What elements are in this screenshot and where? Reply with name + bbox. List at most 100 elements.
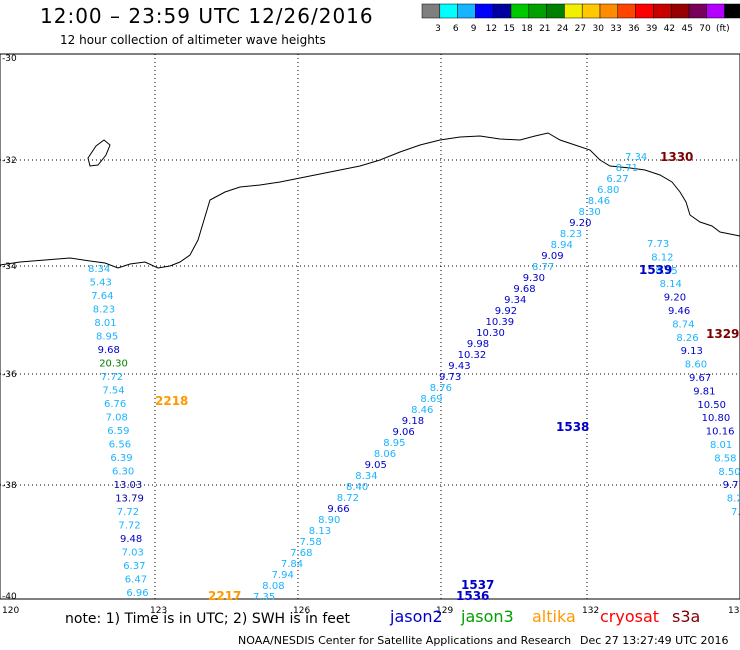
wave-height-value: 9.66: [327, 504, 349, 515]
longitude-label: 120: [2, 606, 19, 616]
wave-height-value: 8.25: [655, 266, 677, 277]
color-scale-label: 18: [521, 24, 533, 34]
longitude-label: 129: [436, 606, 453, 616]
color-scale-label: 30: [592, 24, 604, 34]
color-swatch: [439, 3, 458, 19]
wave-height-value: 8.06: [374, 449, 396, 460]
wave-height-value: 5.43: [90, 278, 112, 289]
wave-height-value: 9.68: [98, 345, 120, 356]
wave-height-value: 10.80: [702, 413, 731, 424]
wave-height-value: 8.12: [651, 252, 673, 263]
wave-height-value: 8.94: [551, 240, 573, 251]
wave-height-value: 7.03: [122, 548, 144, 559]
color-swatch: [546, 3, 565, 19]
wave-height-value: 8.34: [88, 264, 110, 275]
pass-time-label: 1539: [639, 263, 672, 277]
wave-height-value: 7.72: [118, 521, 140, 532]
color-scale-label: 36: [628, 24, 640, 34]
wave-height-value: 9.48: [120, 534, 142, 545]
wave-height-value: 6.56: [109, 440, 131, 451]
wave-height-value: 8.69: [420, 394, 442, 405]
wave-height-value: 8.71: [616, 163, 638, 174]
wave-height-value: 9.92: [495, 306, 517, 317]
wave-height-value: 8.01: [710, 440, 732, 451]
color-scale-label: 42: [664, 24, 675, 34]
pass-time-label: 1537: [461, 578, 494, 592]
wave-height-value: 8.95: [383, 438, 405, 449]
color-swatch: [617, 3, 636, 19]
longitude-label: 135: [728, 606, 740, 616]
wave-height-value: 10.39: [486, 317, 515, 328]
wave-height-value: 8.23: [560, 229, 582, 240]
color-scale-label: 15: [503, 24, 514, 34]
wave-height-value: 9.20: [664, 293, 686, 304]
wave-height-value: 6.47: [125, 575, 147, 586]
wave-height-value: 9.77: [723, 480, 740, 491]
wave-height-value: 8.46: [411, 405, 433, 416]
color-scale-label: 39: [646, 24, 658, 34]
wave-height-value: 13.03: [114, 480, 143, 491]
wave-height-value: 9.46: [668, 306, 690, 317]
wave-height-value: 7.72: [101, 372, 123, 383]
satellite-legend-s3a: s3a: [672, 607, 701, 626]
pass-time-label: 2218: [155, 394, 188, 408]
wave-height-value: 9.20: [569, 218, 591, 229]
satellite-legend-jason2: jason2: [390, 607, 443, 626]
wave-height-value: 8.26: [676, 333, 698, 344]
wave-height-value: 8.13: [309, 526, 331, 537]
wave-height-value: 7.94: [272, 570, 294, 581]
color-swatch: [510, 3, 530, 19]
pass-time-label: 1330: [660, 150, 693, 164]
wave-height-value: 8.46: [588, 196, 610, 207]
latitude-label: -38: [2, 481, 17, 491]
wave-height-value: 8.08: [262, 581, 284, 592]
wave-height-value: 9.06: [393, 427, 415, 438]
satellite-legend-jason3: jason3: [461, 607, 514, 626]
map-title: 12:00 – 23:59 UTC 12/26/2016: [40, 4, 374, 28]
wave-height-value: 6.27: [606, 174, 628, 185]
wave-height-value: 8.95: [96, 332, 118, 343]
wave-height-value: 8.20: [727, 494, 740, 505]
wave-height-value: 9.98: [467, 339, 489, 350]
wave-height-value: 7.54: [102, 386, 124, 397]
color-scale-label: 45: [681, 24, 692, 34]
wave-height-value: 9.43: [448, 361, 470, 372]
pass-time-label: 2217: [208, 589, 241, 603]
wave-height-value: 8.76: [430, 383, 452, 394]
color-swatch: [599, 3, 619, 19]
color-scale-label: 27: [575, 24, 586, 34]
wave-height-value: 9.34: [504, 295, 526, 306]
wave-height-value: 7.73: [647, 239, 669, 250]
wave-height-value: 8.01: [94, 318, 116, 329]
color-scale-label: 3: [435, 24, 441, 34]
color-scale-label: 24: [557, 24, 569, 34]
wave-height-value: 6.37: [123, 561, 145, 572]
units-note: note: 1) Time is in UTC; 2) SWH is in fe…: [65, 611, 351, 627]
credit-line: NOAA/NESDIS Center for Satellite Applica…: [238, 634, 572, 647]
wave-height-value: 9.68: [513, 284, 535, 295]
wave-height-value: 7.64: [91, 291, 113, 302]
map-subtitle: 12 hour collection of altimeter wave hei…: [60, 33, 326, 47]
pass-time-label: 1536: [456, 589, 489, 603]
wave-height-value: 8.14: [660, 279, 682, 290]
wave-height-value: 10.30: [476, 328, 505, 339]
wave-height-value: 10.50: [697, 400, 726, 411]
wave-height-value: 8.34: [355, 471, 377, 482]
wave-height-value: 8.30: [579, 207, 601, 218]
satellite-legend-altika: altika: [532, 607, 576, 626]
wave-height-value: 6.96: [126, 588, 148, 599]
color-swatch: [421, 3, 441, 19]
longitude-label: 132: [582, 606, 599, 616]
wave-height-value: 9.30: [523, 273, 545, 284]
color-swatch: [724, 3, 740, 19]
color-swatch: [670, 3, 690, 19]
wave-height-value: 8.77: [532, 262, 554, 273]
color-scale-label: 9: [471, 24, 477, 34]
wave-height-value: 7.84: [281, 559, 303, 570]
wave-height-value: 7.34: [625, 152, 647, 163]
color-scale-bar: 3 6 9 12 15 18 21 24 27 30 33 36 39 42 45 70 (ft): [421, 3, 740, 34]
lat-lon-grid: -30 -32 -34 -36 -38 -40 120 123 126 129 132 135: [0, 53, 740, 616]
generation-timestamp: Dec 27 13:27:49 UTC 2016: [580, 634, 729, 647]
wave-height-value: 8.60: [685, 360, 707, 371]
